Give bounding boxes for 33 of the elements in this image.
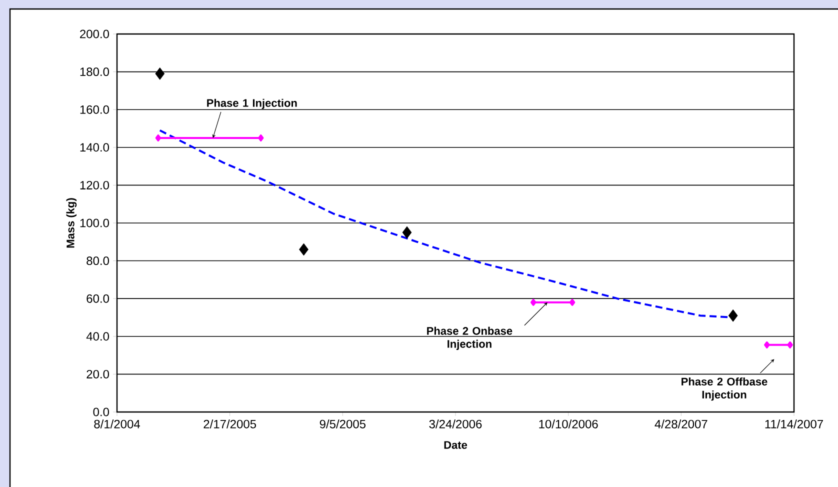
y-tick-label: 140.0 — [80, 143, 110, 152]
y-tick-label: 40.0 — [86, 332, 110, 341]
x-tick-label: 3/24/2006 — [429, 420, 482, 428]
annotation: Phase 1 Injection — [207, 98, 297, 110]
y-tick-label: 180.0 — [80, 68, 110, 76]
y-tick-label: 200.0 — [80, 30, 110, 38]
y-tick-label: 160.0 — [80, 105, 110, 114]
y-tick-label: 0.0 — [93, 408, 110, 416]
x-axis-title: Date — [444, 441, 468, 449]
x-tick-label: 11/14/2007 — [765, 420, 823, 428]
annotation: Phase 2 Offbase Injection — [682, 377, 768, 401]
y-tick-label: 120.0 — [80, 180, 110, 190]
point — [299, 243, 308, 256]
x-tick-label: 9/5/2005 — [320, 420, 366, 428]
x-tick-label: 4/28/2007 — [654, 420, 708, 428]
point — [258, 134, 264, 142]
y-tick-label: 60.0 — [86, 294, 110, 303]
x-tick-label: 10/10/2006 — [539, 420, 598, 428]
point — [787, 341, 793, 348]
point — [155, 67, 165, 80]
point — [569, 298, 576, 306]
point — [530, 298, 536, 306]
y-tick-label: 80.0 — [86, 256, 110, 266]
x-tick-label: 8/1/2004 — [94, 420, 140, 428]
point — [155, 134, 162, 142]
point — [402, 226, 412, 239]
point — [728, 309, 738, 322]
point — [764, 341, 770, 348]
annotation: Phase 2 Onbase Injection — [427, 326, 512, 350]
y-tick-label: 20.0 — [86, 370, 110, 378]
x-tick-label: 2/17/2005 — [204, 420, 256, 428]
y-tick-label: 100.0 — [80, 218, 110, 228]
y-axis-title: Mass (kg) — [66, 198, 77, 248]
